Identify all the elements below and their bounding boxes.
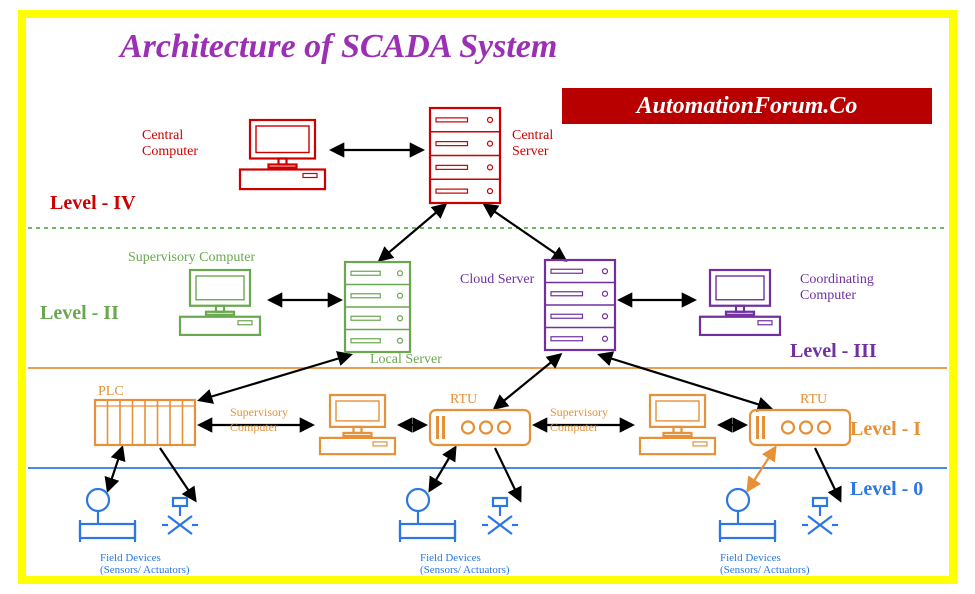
level0-label: Level - 0 [850,478,923,501]
level1-label: Level - I [850,418,921,441]
sup_comp_1-label: SupervisoryComputer [230,405,288,435]
supervisory_computer_l2-label: Supervisory Computer [128,250,255,266]
central_server-label: CentralServer [512,128,553,160]
field2 [400,489,518,542]
cloud_server-label: Cloud Server [460,272,534,288]
sup_comp_2-label: SupervisoryComputer [550,405,608,435]
cloud_server [545,260,615,350]
rtu2 [750,410,850,445]
field3 [720,489,838,542]
supervisory_computer_l2 [180,270,260,335]
plc [95,400,195,445]
rtu1 [430,410,530,445]
central_server [430,108,500,203]
sup_comp_1 [320,395,395,454]
field1 [80,489,198,542]
rtu2-label: RTU [800,392,827,408]
field2-label: Field Devices(Sensors/ Actuators) [420,552,510,576]
field1-label: Field Devices(Sensors/ Actuators) [100,552,190,576]
central_computer-label: CentralComputer [142,128,198,160]
sup_comp_2 [640,395,715,454]
level3-label: Level - III [790,340,877,363]
coordinating_computer-label: CoordinatingComputer [800,272,874,304]
local_server-label: Local Server [370,352,442,368]
local_server [345,262,410,352]
field3-label: Field Devices(Sensors/ Actuators) [720,552,810,576]
central_computer [240,120,325,189]
coordinating_computer [700,270,780,335]
diagram-canvas: Architecture of SCADA System AutomationF… [0,0,975,594]
plc-label: PLC [98,384,124,400]
level2-label: Level - II [40,302,119,325]
rtu1-label: RTU [450,392,477,408]
level4-label: Level - IV [50,192,136,215]
